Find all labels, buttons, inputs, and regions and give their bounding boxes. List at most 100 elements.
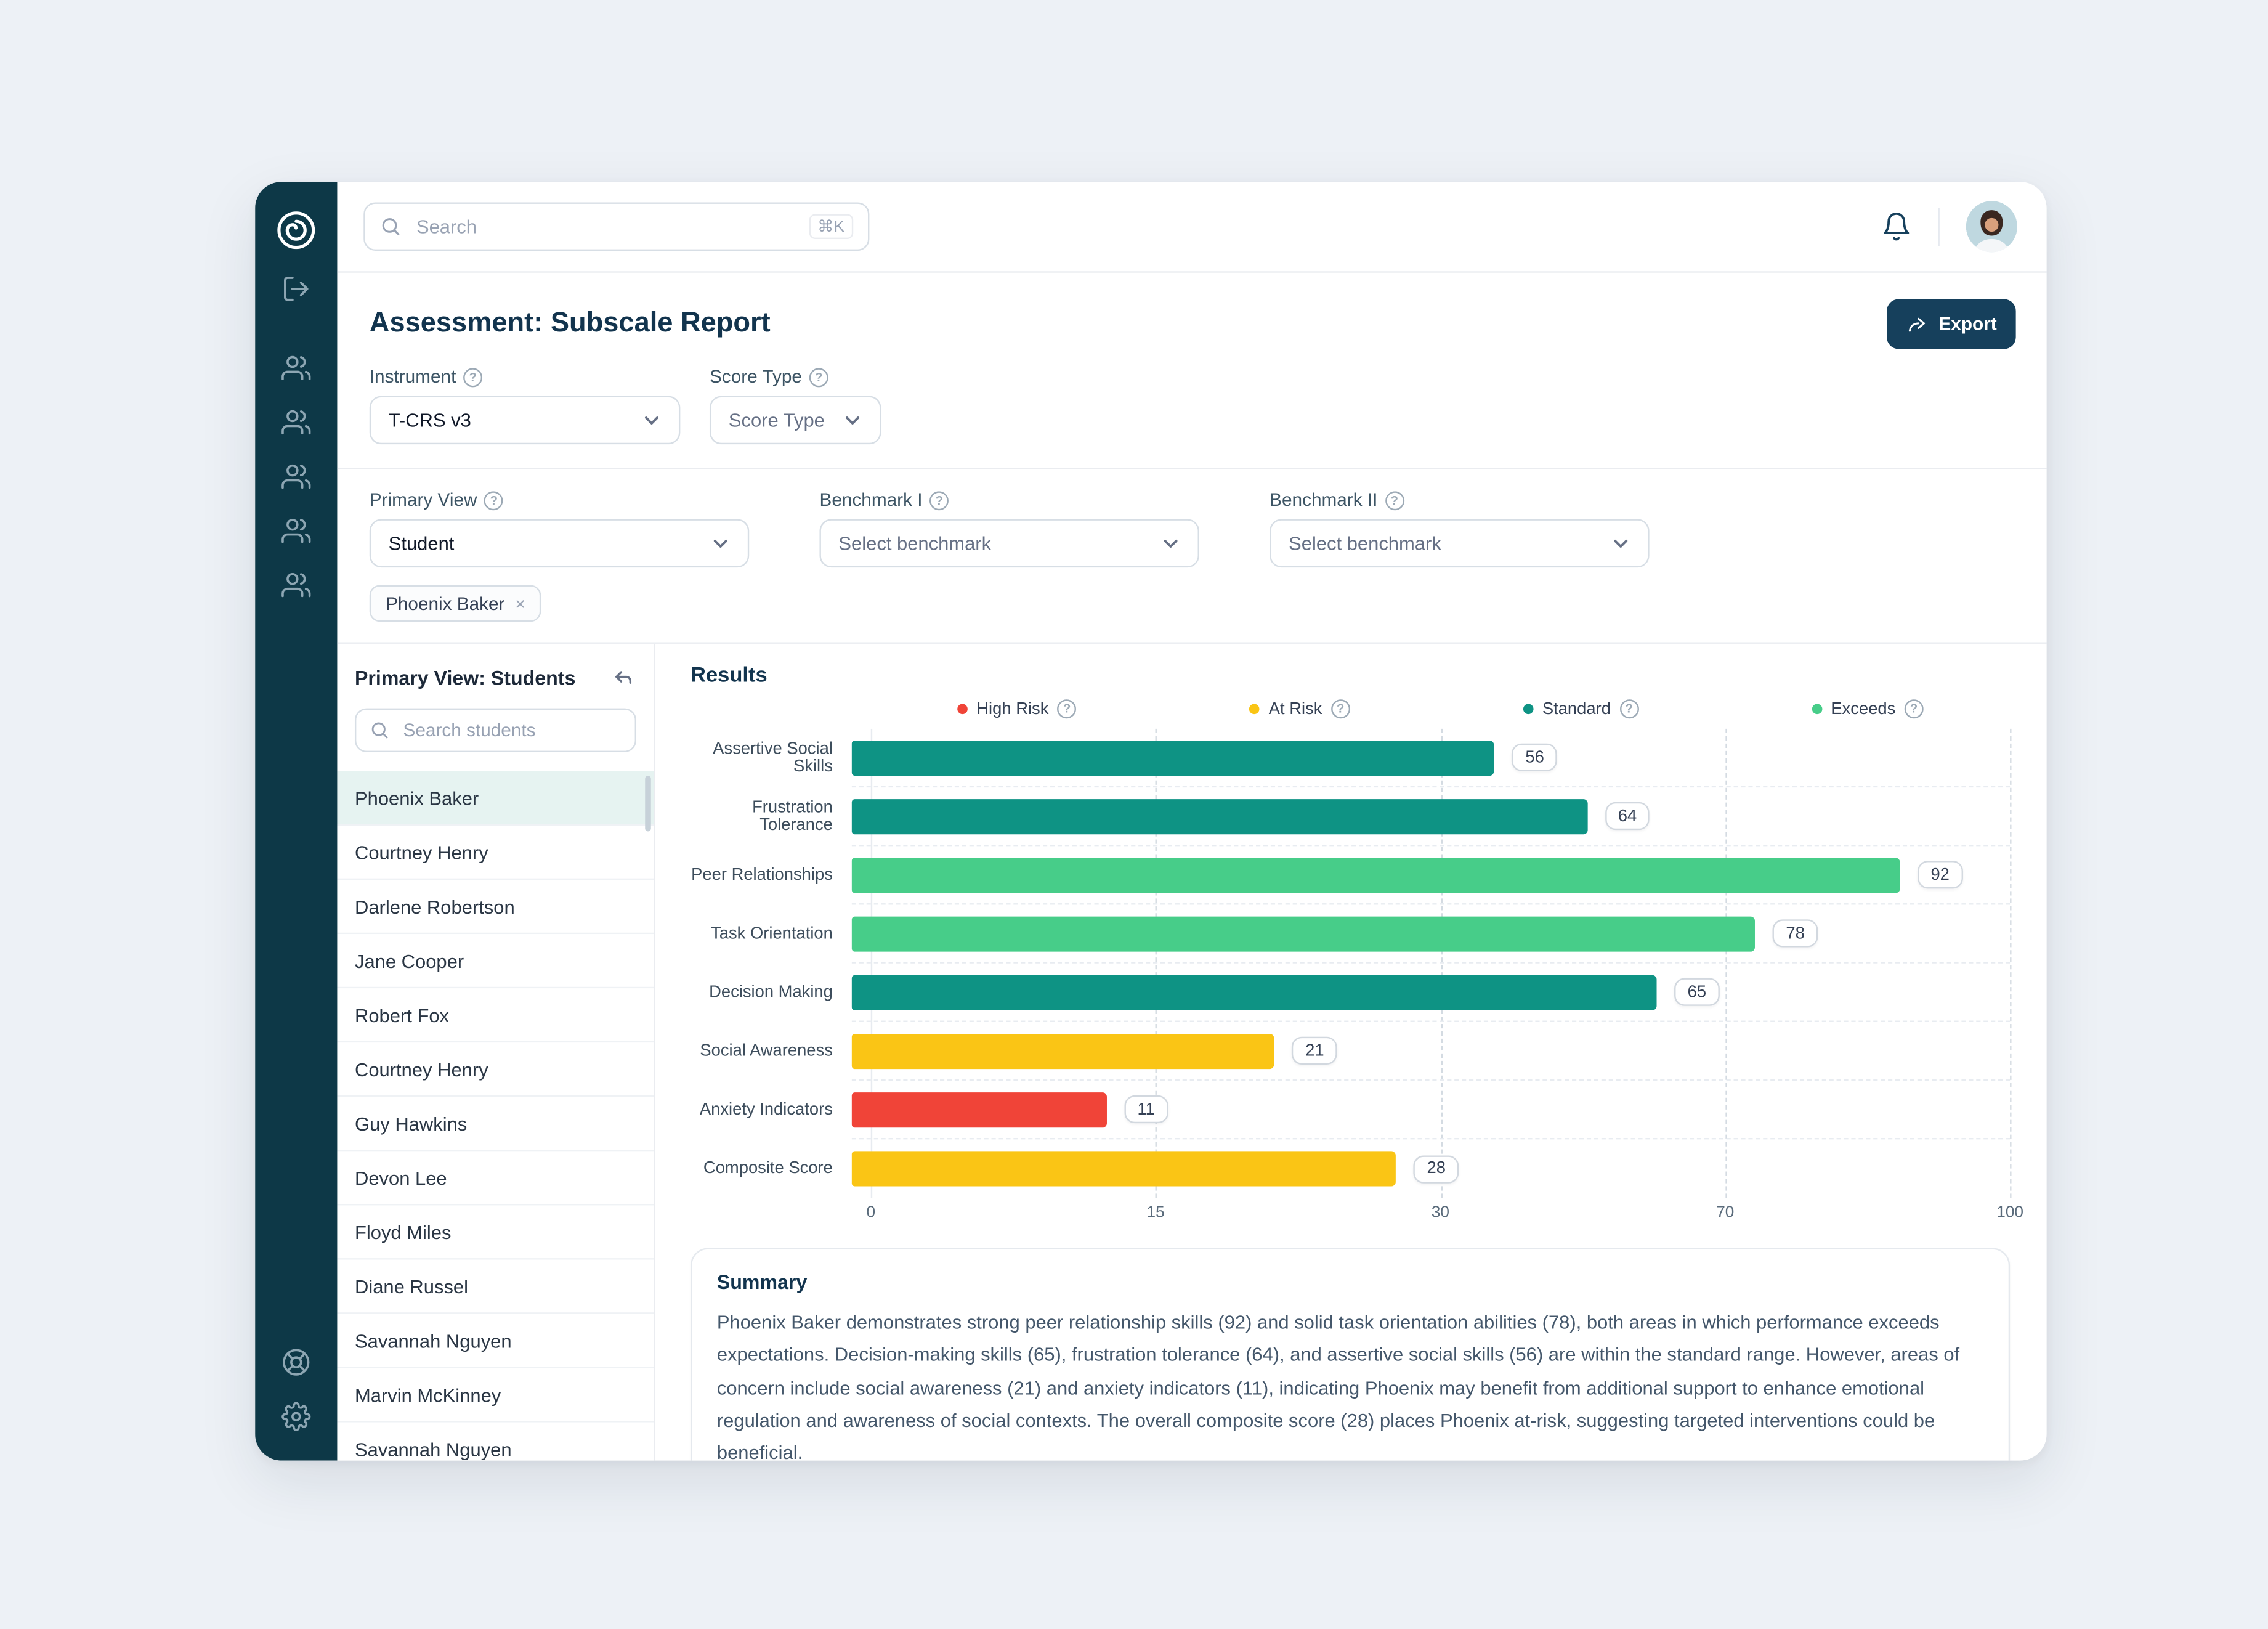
chart-bar: [851, 1151, 1396, 1187]
student-list-item[interactable]: Courtney Henry: [337, 1042, 654, 1097]
chart-bar: [851, 1033, 1275, 1068]
legend-label: At Risk: [1268, 700, 1322, 718]
benchmark1-placeholder: Select benchmark: [838, 532, 992, 555]
student-list-item[interactable]: Robert Fox: [337, 988, 654, 1043]
collapse-panel-button[interactable]: [610, 664, 636, 691]
help-icon[interactable]: [929, 490, 949, 510]
chevron-down-icon: [846, 416, 859, 425]
student-list-item[interactable]: Darlene Robertson: [337, 880, 654, 935]
score-type-field: Score Type Score Type: [709, 367, 881, 445]
sidebar-nav-item-cohort-2[interactable]: [281, 408, 311, 437]
help-icon[interactable]: [809, 367, 828, 387]
chart-bar: [851, 798, 1587, 834]
value-badge: 64: [1605, 802, 1650, 831]
chevron-down-icon: [1614, 540, 1628, 548]
student-list-item[interactable]: Savannah Nguyen: [337, 1422, 654, 1461]
instrument-label-row: Instrument: [370, 367, 681, 387]
global-search[interactable]: ⌘K: [363, 202, 870, 251]
legend-item: Exceeds: [1812, 699, 1924, 719]
sign-out-button[interactable]: [281, 274, 311, 304]
legend-dot: [1249, 704, 1260, 715]
student-list-item[interactable]: Guy Hawkins: [337, 1097, 654, 1152]
benchmark1-select[interactable]: Select benchmark: [819, 519, 1199, 568]
user-avatar[interactable]: [1966, 201, 2018, 253]
chevron-down-icon: [644, 416, 658, 425]
primary-view-label: Primary View: [369, 489, 477, 511]
help-icon[interactable]: [1057, 699, 1077, 719]
bar-track: 56: [851, 729, 2011, 788]
help-support-button[interactable]: [281, 1347, 311, 1377]
benchmark2-select[interactable]: Select benchmark: [1270, 519, 1650, 568]
notifications-button[interactable]: [1881, 211, 1912, 242]
chevron-down-icon: [713, 540, 727, 548]
page-title: Assessment: Subscale Report: [369, 307, 771, 339]
student-list-item[interactable]: Marvin McKinney: [337, 1368, 654, 1423]
primary-view-value: Student: [388, 532, 455, 555]
score-type-select[interactable]: Score Type: [709, 396, 881, 445]
student-list-item[interactable]: Jane Cooper: [337, 934, 654, 989]
export-button[interactable]: Export: [1887, 299, 2016, 349]
results-panel: Results High RiskAt RiskStandardExceeds …: [655, 644, 2047, 1461]
bar-track: 78: [851, 905, 2011, 964]
filter-row-2: Primary View Student Benchmark I Select …: [337, 469, 2046, 568]
chip-remove-icon[interactable]: [515, 595, 525, 612]
help-icon[interactable]: [1619, 699, 1639, 719]
users-group-icon: [281, 410, 311, 435]
help-icon[interactable]: [1330, 699, 1350, 719]
chart-row: Decision Making 65: [691, 964, 2011, 1022]
student-list: Phoenix Baker Courtney Henry Darlene Rober…: [337, 771, 654, 1461]
bar-track: 21: [851, 1022, 2011, 1081]
filter-row-1: Instrument T-CRS v3 Score Type Score Typ…: [337, 349, 2046, 468]
sign-out-icon: [284, 277, 309, 301]
chart-row: Task Orientation 78: [691, 905, 2011, 964]
chart-row: Social Awareness 21: [691, 1022, 2011, 1081]
results-title: Results: [691, 664, 767, 688]
category-label: Decision Making: [709, 984, 833, 1002]
chart-row: Peer Relationships 92: [691, 846, 2011, 905]
student-list-item[interactable]: Devon Lee: [337, 1151, 654, 1206]
student-list-item[interactable]: Savannah Nguyen: [337, 1314, 654, 1368]
sidebar-nav-item-cohort-5[interactable]: [281, 571, 311, 600]
primary-view-select[interactable]: Student: [369, 519, 750, 568]
selected-student-chip[interactable]: Phoenix Baker: [369, 585, 542, 622]
settings-gear-icon: [281, 1402, 311, 1431]
life-buoy-icon: [283, 1349, 310, 1376]
topbar-right: [1881, 201, 2018, 253]
student-list-item[interactable]: Floyd Miles: [337, 1205, 654, 1260]
value-badge: 92: [1918, 861, 1963, 889]
axis-tick-label: 70: [1716, 1204, 1735, 1222]
chart-bar: [851, 739, 1495, 775]
category-label: Task Orientation: [711, 925, 833, 943]
primary-view-field: Primary View Student: [369, 490, 750, 568]
help-icon[interactable]: [1385, 490, 1404, 510]
gridline: [2010, 728, 2012, 1198]
help-icon[interactable]: [1904, 699, 1924, 719]
primary-view-label-row: Primary View: [370, 490, 749, 510]
keyboard-shortcut-badge: ⌘K: [808, 214, 854, 239]
chart-axis: 0 15 30 70 100: [866, 1198, 2023, 1230]
student-list-item[interactable]: Diane Russel: [337, 1259, 654, 1314]
instrument-select[interactable]: T-CRS v3: [369, 396, 681, 445]
scrollbar-thumb[interactable]: [645, 776, 651, 832]
settings-button[interactable]: [281, 1402, 311, 1431]
search-icon: [382, 218, 400, 235]
help-icon[interactable]: [463, 367, 483, 387]
bar-track: 65: [851, 964, 2011, 1022]
help-icon[interactable]: [484, 490, 504, 510]
students-search[interactable]: [354, 708, 636, 752]
subscale-bar-chart: Assertive Social Skills 56 Frustration Tol…: [691, 728, 2012, 1198]
axis-tick-label: 30: [1431, 1204, 1450, 1222]
sidebar-nav-item-cohort-4[interactable]: [281, 516, 311, 546]
summary-card: Summary Phoenix Baker demonstrates stron…: [691, 1248, 2011, 1461]
student-list-item[interactable]: Phoenix Baker: [337, 771, 654, 826]
bar-track: 92: [851, 846, 2011, 905]
sidebar-nav-item-cohort-1[interactable]: [281, 354, 311, 383]
app-window: ⌘K: [255, 182, 2047, 1461]
student-list-item[interactable]: Courtney Henry: [337, 825, 654, 880]
search-input[interactable]: [413, 214, 797, 239]
users-group-icon: [281, 355, 311, 381]
chart-row: Composite Score 28: [691, 1139, 2010, 1198]
sidebar-nav-item-cohort-3[interactable]: [281, 462, 311, 492]
chart-row: Assertive Social Skills 56: [691, 729, 2011, 788]
students-search-input[interactable]: [400, 718, 622, 742]
